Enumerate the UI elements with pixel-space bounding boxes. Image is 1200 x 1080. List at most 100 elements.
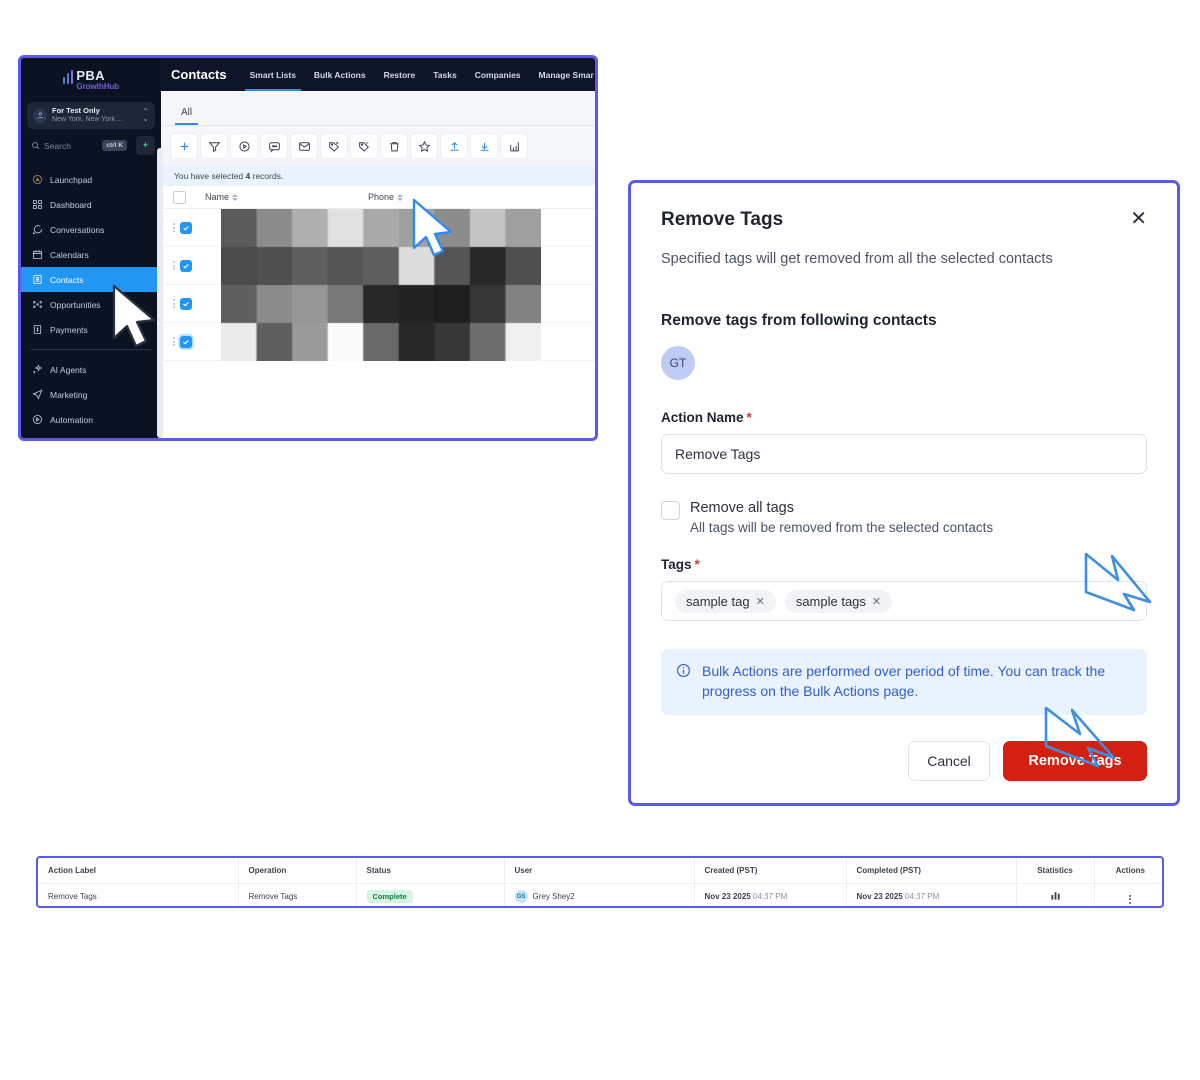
search-shortcut-badge: ctrl K: [102, 140, 127, 151]
add-contact-button[interactable]: [171, 134, 197, 158]
column-header-name[interactable]: Name: [205, 192, 239, 202]
sidebar-item-calendars[interactable]: Calendars: [21, 242, 161, 267]
favorite-button[interactable]: [411, 134, 437, 158]
sort-icon[interactable]: [232, 193, 239, 201]
sort-icon[interactable]: [397, 193, 404, 201]
select-all-checkbox[interactable]: [173, 190, 186, 204]
sidebar-item-contacts[interactable]: Contacts: [21, 267, 161, 292]
app-logo[interactable]: PBA GrowthHub: [21, 58, 161, 96]
sidebar-label: Automation: [50, 414, 93, 425]
check-icon: [183, 301, 189, 306]
tag-chip[interactable]: sample tags ✕: [784, 589, 893, 613]
account-avatar-icon: [33, 108, 47, 123]
sidebar-item-marketing[interactable]: Marketing: [21, 382, 161, 407]
row-checkbox[interactable]: [180, 297, 192, 310]
delete-button[interactable]: [381, 134, 407, 158]
run-workflow-button[interactable]: [231, 134, 257, 158]
column-header-actions[interactable]: Actions: [1094, 858, 1162, 884]
info-banner: Bulk Actions are performed over period o…: [661, 649, 1147, 715]
table-scrollbar[interactable]: [157, 148, 163, 438]
filter-button[interactable]: [201, 134, 227, 158]
cell-status: Complete: [356, 883, 505, 906]
column-header-status[interactable]: Status: [356, 858, 505, 884]
completed-date: Nov 23 2025: [856, 892, 903, 901]
plus-icon: [180, 142, 188, 150]
close-icon[interactable]: ✕: [1130, 208, 1147, 230]
tab-tasks[interactable]: Tasks: [433, 69, 457, 80]
sidebar-item-conversations[interactable]: Conversations: [21, 217, 161, 242]
modal-subtitle: Specified tags will get removed from all…: [661, 251, 1053, 267]
tab-companies[interactable]: Companies: [474, 69, 521, 80]
remove-tag-chip-icon[interactable]: ✕: [755, 595, 765, 608]
remove-all-tags-row[interactable]: Remove all tags All tags will be removed…: [661, 500, 1147, 535]
column-header-phone[interactable]: Phone: [368, 192, 404, 202]
add-tags-button[interactable]: [321, 134, 347, 158]
account-switcher[interactable]: For Test Only New York, New York ... ⌃ ⌄: [27, 102, 155, 129]
column-header-user[interactable]: User: [504, 858, 695, 884]
remove-all-tags-checkbox[interactable]: [661, 501, 680, 520]
column-header-statistics[interactable]: Statistics: [1016, 858, 1095, 884]
chevron-updown-icon[interactable]: ⌃ ⌄: [142, 107, 149, 123]
statistics-button[interactable]: [501, 134, 527, 158]
tab-bulk-actions[interactable]: Bulk Actions: [313, 69, 366, 80]
column-header-completed[interactable]: Completed (PST): [846, 858, 1017, 884]
sidebar-item-payments[interactable]: Payments: [21, 317, 161, 342]
sidebar-label: Marketing: [50, 389, 88, 400]
column-header-created[interactable]: Created (PST): [694, 858, 847, 884]
send-email-button[interactable]: [291, 134, 317, 158]
row-drag-handle-icon[interactable]: [173, 299, 175, 308]
row-drag-handle-icon[interactable]: [173, 337, 175, 346]
payments-icon: [33, 324, 42, 335]
cell-actions[interactable]: [1094, 884, 1162, 907]
completed-time: 04:37 PM: [905, 892, 940, 901]
column-header-action-label[interactable]: Action Label: [38, 858, 239, 884]
tab-manage-smart-lists[interactable]: Manage Smar: [538, 69, 594, 80]
row-checkbox[interactable]: [180, 221, 192, 234]
sidebar-item-opportunities[interactable]: Opportunities: [21, 292, 161, 317]
remove-tags-button[interactable]: [351, 134, 377, 158]
tab-restore[interactable]: Restore: [383, 69, 416, 80]
search-input[interactable]: Search ctrl K: [27, 136, 131, 155]
row-drag-handle-icon[interactable]: [173, 261, 175, 270]
sparkle-icon: [142, 141, 149, 148]
sidebar-item-automation[interactable]: Automation: [21, 407, 161, 432]
sub-tab-all[interactable]: All: [175, 107, 199, 125]
contact-avatar[interactable]: GT: [661, 346, 695, 380]
mail-icon: [298, 141, 310, 151]
sidebar-item-ai-agents[interactable]: AI Agents: [21, 357, 161, 382]
remove-tag-chip-icon[interactable]: ✕: [871, 595, 882, 608]
kebab-menu-icon[interactable]: [1129, 894, 1132, 904]
import-button[interactable]: [471, 134, 497, 158]
info-icon: [676, 663, 691, 678]
chevron-down-icon[interactable]: ⌄: [1124, 595, 1134, 608]
cell-statistics[interactable]: [1016, 883, 1095, 906]
tags-multiselect[interactable]: sample tag ✕ sample tags ✕ ⌄: [661, 581, 1147, 621]
send-sms-button[interactable]: [261, 134, 287, 158]
remove-tags-submit-button[interactable]: Remove Tags: [1003, 740, 1147, 781]
contacts-table-body: [161, 209, 595, 438]
export-button[interactable]: [441, 134, 467, 158]
cell-completed: Nov 23 2025 04:37 PM: [846, 883, 1017, 906]
sidebar-item-launchpad[interactable]: Launchpad: [21, 167, 161, 192]
cancel-button[interactable]: Cancel: [908, 740, 990, 781]
tag-chip[interactable]: sample tag ✕: [675, 589, 776, 613]
calendar-icon: [32, 250, 43, 260]
row-drag-handle-icon[interactable]: [173, 223, 175, 232]
info-banner-text: Bulk Actions are performed over period o…: [702, 663, 1106, 699]
sidebar-item-dashboard[interactable]: Dashboard: [21, 192, 161, 217]
row-checkbox[interactable]: [180, 335, 192, 348]
modal-footer: Cancel Remove Tags: [661, 740, 1147, 781]
row-checkbox[interactable]: [180, 259, 192, 272]
sidebar-nav-primary: Launchpad Dashboard Conversations: [21, 167, 161, 342]
action-name-input[interactable]: Remove Tags: [661, 434, 1147, 474]
chat-icon: [33, 225, 43, 235]
page-header: Contacts Smart Lists Bulk Actions Restor…: [161, 58, 595, 91]
tab-smart-lists[interactable]: Smart Lists: [241, 58, 305, 91]
message-icon: [268, 141, 280, 153]
tag-chip-label: sample tags: [795, 593, 866, 609]
table-row[interactable]: Remove Tags Remove Tags Complete GS Grey…: [38, 883, 1162, 907]
created-date: Nov 23 2025: [704, 892, 751, 901]
sidebar-search-row: Search ctrl K: [27, 136, 155, 155]
column-header-operation[interactable]: Operation: [238, 858, 357, 884]
ai-spark-button[interactable]: [136, 136, 155, 155]
